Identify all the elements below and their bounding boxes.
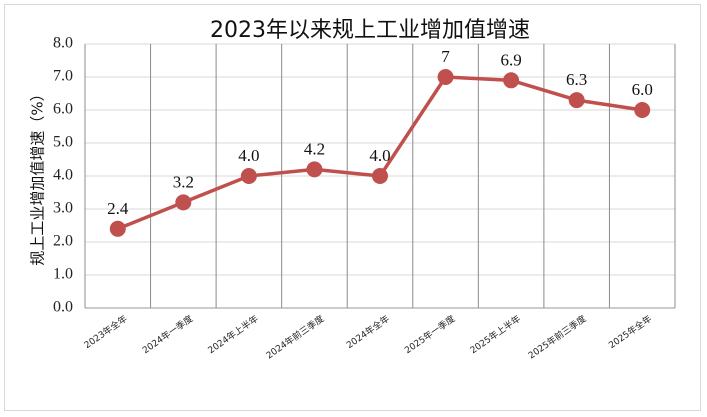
data-label: 3.2 [173,172,194,191]
y-tick-label: 6.0 [53,101,73,118]
data-point [568,92,585,109]
x-tick-label: 2023年全年 [82,313,130,351]
data-points [109,69,651,237]
data-point [306,161,323,178]
x-tick-label: 2025年前三季度 [526,313,589,362]
x-tick-label: 2025年上半年 [468,313,523,357]
data-label: 7 [441,47,450,66]
x-tick-label: 2024年一季度 [140,313,195,357]
grid [84,43,676,309]
y-tick-label: 5.0 [53,134,73,151]
y-axis-label: 规上工业增加值增速（%） [29,86,47,265]
data-label: 6.9 [500,50,521,69]
data-point [503,72,520,89]
x-tick-label: 2024年全年 [344,313,392,351]
data-label: 2.4 [107,199,129,218]
y-tick-label: 0.0 [53,299,73,316]
data-point [634,102,651,118]
data-label: 4.2 [304,139,325,158]
chart-title: 2023年以来规上工业增加值增速 [210,18,530,43]
y-tick-label: 3.0 [53,200,73,217]
data-point [437,69,454,85]
x-tick-label: 2024年前三季度 [264,313,327,362]
data-label: 6.3 [566,70,587,89]
y-tick-label: 2.0 [53,233,73,250]
x-tick-label: 2025年全年 [606,313,654,351]
data-label: 6.0 [632,80,653,99]
y-tick-label: 4.0 [53,167,73,184]
y-tick-label: 8.0 [53,35,73,52]
data-point [109,220,126,237]
x-tick-labels: 2023年全年 2024年一季度 2024年上半年 2024年前三季度 2024年全年 2… [82,313,654,362]
x-tick-label: 2025年一季度 [402,313,457,357]
y-tick-label: 1.0 [53,266,73,283]
data-point [175,194,192,211]
chart-frame [4,4,701,411]
data-label: 4.0 [369,146,390,165]
data-labels: 2.4 3.2 4.0 4.2 4.0 7 6.9 6.3 6.0 [107,47,653,218]
y-tick-label: 7.0 [53,68,73,85]
x-tick-label: 2024年上半年 [205,313,260,357]
y-tick-labels: 0.0 1.0 2.0 3.0 4.0 5.0 6.0 7.0 8.0 [53,35,73,316]
data-point [240,168,257,184]
data-label: 4.0 [238,146,259,165]
data-point [372,168,388,184]
